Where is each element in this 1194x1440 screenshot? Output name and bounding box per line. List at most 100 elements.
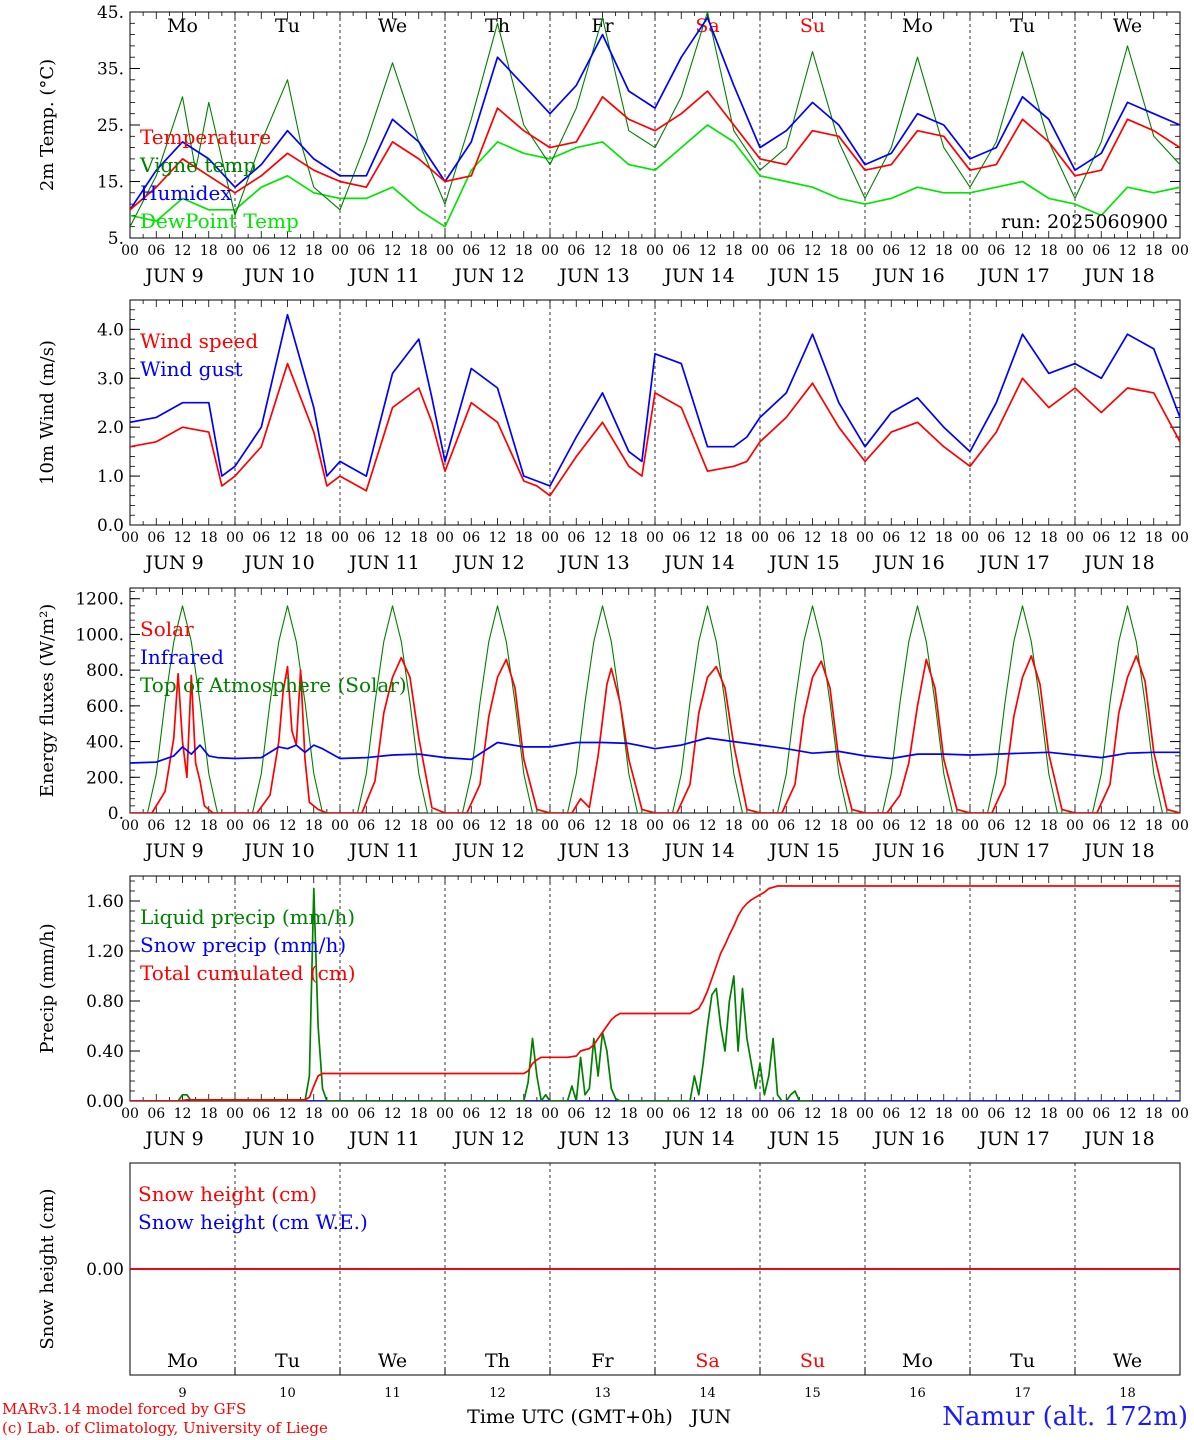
x-hour-label: 12 [699, 530, 717, 546]
x-hour-label: 06 [252, 530, 270, 546]
x-hour-label: 12 [909, 243, 927, 259]
x-hour-label: 06 [1092, 530, 1110, 546]
x-hour-label: 00 [1066, 530, 1084, 546]
x-hour-label: 12 [174, 1106, 192, 1122]
x-hour-label: 18 [1040, 243, 1058, 259]
panel-5: 0.00 Snow height (cm) Mo Tu We Th Fr Sa Su Mo Tu We… [37, 1162, 1181, 1376]
x-hour-label: 18 [305, 530, 323, 546]
x-hour-label: 00 [226, 243, 244, 259]
x-hour-label: 18 [410, 530, 428, 546]
x-hour-label: 18 [935, 1106, 953, 1122]
x-hour-label: 18 [200, 243, 218, 259]
y-tick-label: 3.0 [97, 369, 124, 389]
x-hour-label: 12 [279, 530, 297, 546]
x-day-label: JUN 17 [977, 552, 1049, 574]
y-tick-label: 4.0 [97, 320, 124, 340]
x-hour-label: 06 [462, 818, 480, 834]
y-tick-label: 400. [86, 733, 124, 753]
x-hour-label: 00 [751, 530, 769, 546]
x-day-label: JUN 18 [1082, 1128, 1154, 1150]
x-day-label: JUN 13 [557, 552, 629, 574]
x-hour-label: 06 [1092, 1106, 1110, 1122]
legend-entry: Infrared [140, 645, 224, 669]
x-day-label: JUN 15 [767, 265, 839, 287]
legend-entry: DewPoint Temp [140, 209, 299, 233]
y-axis-title: 2m Temp. (°C) [37, 59, 58, 191]
x-hour-label: 18 [725, 243, 743, 259]
x-hour-label: 00 [961, 530, 979, 546]
series-line-green [130, 887, 813, 1101]
x-hour-label: 00 [1171, 243, 1189, 259]
weekday-label: We [378, 1350, 407, 1372]
weekday-label: Tu [1010, 1350, 1035, 1372]
x-hour-label: 18 [830, 818, 848, 834]
x-hour-label: 18 [1145, 530, 1163, 546]
weekday-label: Tu [275, 1350, 300, 1372]
weekday-label: Th [485, 15, 510, 37]
x-hour-label: 12 [1119, 1106, 1137, 1122]
x-hour-label: 18 [830, 1106, 848, 1122]
x-day-label: JUN 10 [242, 552, 314, 574]
x-hour-label: 00 [856, 1106, 874, 1122]
y-axis-title: 10m Wind (m/s) [37, 340, 58, 485]
series-line-blue [130, 16, 1180, 211]
x-hour-label: 06 [567, 243, 585, 259]
weekday-label: Su [800, 15, 825, 37]
legend-entry: Liquid precip (mm/h) [140, 905, 355, 929]
x-day-number: 13 [594, 1386, 611, 1401]
series-line-green [130, 605, 1180, 813]
x-day-label: JUN 13 [557, 840, 629, 862]
x-hour-label: 12 [594, 243, 612, 259]
model-credit: MARv3.14 model forced by GFS [2, 1400, 247, 1418]
weekday-label: Fr [591, 15, 614, 37]
x-hour-label: 06 [357, 1106, 375, 1122]
x-hour-label: 12 [489, 243, 507, 259]
x-hour-label: 06 [357, 243, 375, 259]
weekday-label: We [378, 15, 407, 37]
x-day-number: 11 [384, 1386, 401, 1401]
x-hour-label: 06 [777, 818, 795, 834]
x-day-label: JUN 9 [143, 552, 203, 574]
x-hour-label: 00 [1066, 1106, 1084, 1122]
lab-credit: (c) Lab. of Climatology, University of L… [2, 1419, 328, 1437]
x-hour-label: 18 [935, 243, 953, 259]
x-hour-label: 18 [515, 818, 533, 834]
weekday-label: We [1113, 1350, 1142, 1372]
x-day-number: 18 [1119, 1386, 1136, 1401]
y-tick-label: 600. [86, 697, 124, 717]
legend-entry: Solar [140, 617, 194, 641]
x-hour-label: 06 [462, 530, 480, 546]
x-hour-label: 06 [462, 1106, 480, 1122]
x-hour-label: 00 [1066, 243, 1084, 259]
x-hour-label: 00 [1171, 1106, 1189, 1122]
x-day-number: 9 [178, 1386, 186, 1401]
x-hour-label: 06 [987, 530, 1005, 546]
y-axis-title: Snow height (cm) [37, 1188, 58, 1349]
x-day-label: JUN 9 [143, 265, 203, 287]
x-hour-label: 00 [121, 243, 139, 259]
y-tick-label: 1000. [75, 625, 124, 645]
weekday-label: Sa [695, 1350, 719, 1372]
x-hour-label: 12 [489, 530, 507, 546]
x-hour-label: 00 [436, 818, 454, 834]
x-day-label: JUN 17 [977, 265, 1049, 287]
x-hour-label: 12 [1014, 1106, 1032, 1122]
x-day-number: 10 [279, 1386, 296, 1401]
legend-entry: Top of Atmosphere (Solar) [140, 673, 407, 697]
legend-entry: Humidex [140, 181, 232, 205]
x-hour-label: 00 [331, 243, 349, 259]
x-hour-label: 06 [777, 243, 795, 259]
legend-entry: Snow height (cm) [138, 1182, 317, 1206]
x-day-label: JUN 17 [977, 1128, 1049, 1150]
x-hour-label: 00 [331, 530, 349, 546]
y-axis-title: Precip (mm/h) [37, 923, 58, 1053]
x-day-label: JUN 16 [872, 1128, 944, 1150]
x-hour-label: 06 [987, 818, 1005, 834]
x-day-label: JUN 11 [347, 265, 419, 287]
y-tick-label: 5. [108, 229, 124, 249]
x-day-label: JUN 11 [347, 1128, 419, 1150]
x-hour-label: 06 [252, 1106, 270, 1122]
x-hour-label: 06 [882, 818, 900, 834]
x-hour-label: 00 [856, 818, 874, 834]
x-hour-label: 00 [226, 530, 244, 546]
